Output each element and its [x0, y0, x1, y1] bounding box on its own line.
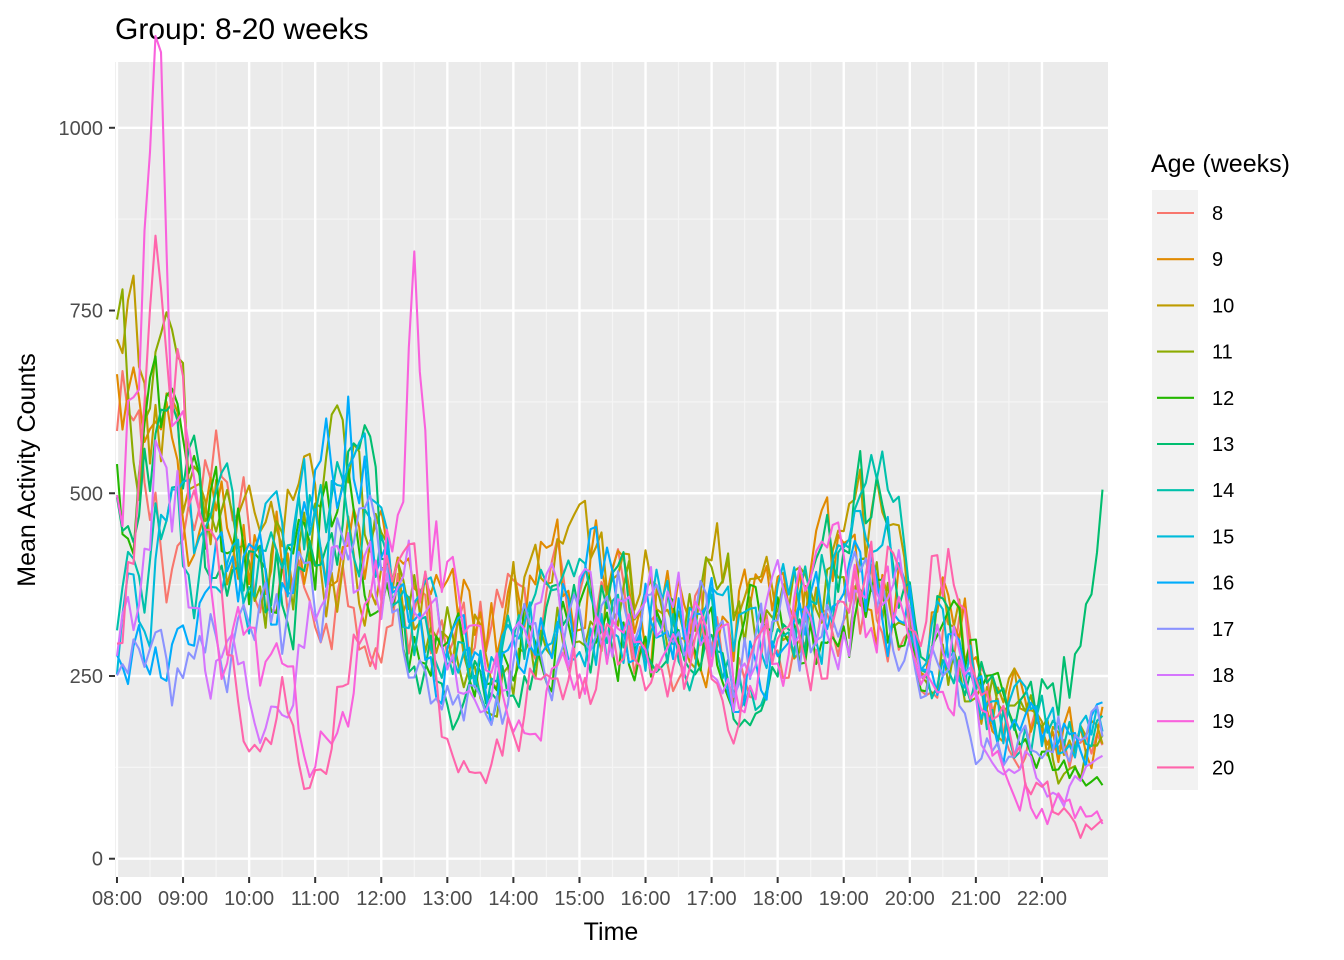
legend-label-12: 12 [1212, 388, 1234, 410]
series-line-age-20 [116, 234, 1104, 839]
legend-label-13: 13 [1212, 434, 1234, 456]
legend-label-18: 18 [1212, 665, 1234, 687]
legend-label-20: 20 [1212, 757, 1234, 779]
x-tick-label: 19:00 [819, 888, 869, 910]
x-tick-label: 21:00 [951, 888, 1001, 910]
legend-label-17: 17 [1212, 619, 1234, 641]
legend-items: 8 9 10 11 12 13 14 15 16 17 18 19 20 [1152, 190, 1234, 790]
x-tick-label: 15:00 [554, 888, 604, 910]
y-tick-label: 750 [70, 301, 103, 323]
legend-title: Age (weeks) [1151, 150, 1290, 178]
x-tick-label: 13:00 [422, 888, 472, 910]
x-tick-label: 10:00 [224, 888, 274, 910]
y-axis: 0 250 500 750 1000 [59, 118, 115, 871]
x-tick-label: 08:00 [92, 888, 142, 910]
x-tick-label: 22:00 [1017, 888, 1067, 910]
legend-label-15: 15 [1212, 526, 1234, 548]
legend-label-8: 8 [1212, 203, 1223, 225]
series-line-age-19 [115, 34, 1104, 826]
minor-gridlines [115, 62, 1108, 877]
legend: Age (weeks) 8 9 10 11 12 13 14 15 16 17 18 19 20 [1151, 150, 1290, 790]
x-tick-label: 09:00 [158, 888, 208, 910]
y-tick-label: 250 [70, 666, 103, 688]
x-axis: 08:00 09:00 10:00 11:00 12:00 13:00 14:00 15:00… [92, 877, 1067, 910]
chart-title: Group: 8-20 weeks [115, 13, 368, 46]
legend-label-14: 14 [1212, 480, 1234, 502]
x-tick-label: 17:00 [687, 888, 737, 910]
legend-label-9: 9 [1212, 249, 1223, 271]
x-tick-label: 14:00 [488, 888, 538, 910]
x-tick-label: 11:00 [291, 888, 340, 910]
y-tick-label: 0 [92, 849, 103, 871]
x-tick-label: 18:00 [753, 888, 803, 910]
legend-label-16: 16 [1212, 573, 1234, 595]
series-line-age-14 [115, 450, 1104, 759]
legend-label-11: 11 [1212, 342, 1233, 364]
x-tick-label: 16:00 [620, 888, 670, 910]
series-line-age-17 [116, 494, 1104, 767]
plot-panel [115, 62, 1108, 877]
x-tick-label: 20:00 [885, 888, 935, 910]
legend-label-10: 10 [1212, 295, 1234, 317]
legend-label-19: 19 [1212, 711, 1234, 733]
series-lines [115, 34, 1104, 839]
series-line-age-9 [115, 366, 1104, 770]
y-tick-label: 1000 [59, 118, 104, 140]
y-axis-title: Mean Activity Counts [13, 353, 41, 586]
x-axis-title: Time [584, 918, 639, 946]
x-tick-label: 12:00 [356, 888, 406, 910]
y-tick-label: 500 [70, 483, 103, 505]
